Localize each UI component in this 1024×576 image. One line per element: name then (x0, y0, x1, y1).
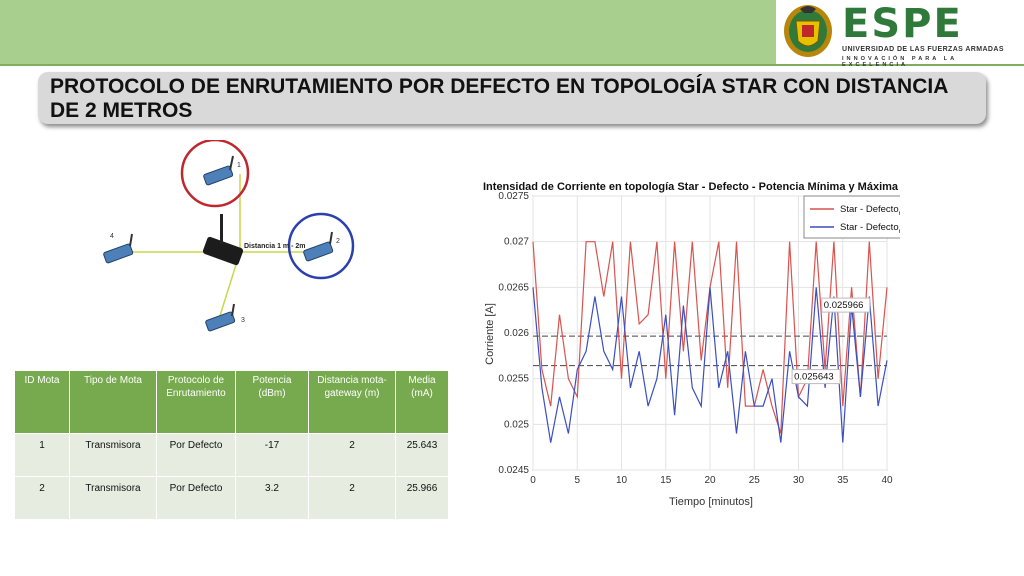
legend-box (803, 195, 900, 239)
x-tick-label: 40 (881, 475, 893, 486)
y-tick-label: 0.0255 (498, 374, 529, 385)
table-cell: 25.966 (395, 476, 449, 520)
highlight-circle-blue (287, 212, 355, 280)
y-tick-label: 0.026 (504, 328, 529, 339)
title-box: PROTOCOLO DE ENRUTAMIENTO POR DEFECTO EN… (38, 72, 986, 124)
table-header: Distancia mota-gateway (m) (308, 370, 396, 434)
table-cell: 1 (14, 433, 70, 477)
annotation-label: 0.025643 (794, 372, 834, 383)
y-tick-label: 0.0245 (498, 465, 529, 476)
espe-logo (776, 0, 1024, 64)
sensor-mote-icon (203, 155, 234, 186)
star-topology-diagram: 1 2 3 4 Distancia 1 m - 2m (103, 140, 355, 332)
distance-label: Distancia 1 m - 2m (244, 243, 305, 250)
x-tick-label: 30 (793, 475, 805, 486)
chart-title: Intensidad de Corriente en topología Sta… (483, 181, 900, 193)
x-tick-label: 35 (837, 475, 849, 486)
table-row: 2 Transmisora Por Defecto 3.2 2 25.966 (14, 476, 449, 520)
x-tick-label: 15 (660, 475, 672, 486)
logo-tagline: INNOVACIÓN PARA LA EXCELENCIA (842, 56, 957, 68)
x-tick-label: 20 (704, 475, 716, 486)
sensor-mote-icon (303, 231, 334, 262)
table-cell: Transmisora (69, 433, 157, 477)
current-chart: Intensidad de Corriente en topología Sta… (483, 181, 900, 508)
node-label: 2 (336, 238, 340, 245)
sensor-mote-icon (205, 303, 236, 332)
table-cell: 25.643 (395, 433, 449, 477)
annotation-label: 0.025966 (824, 300, 864, 311)
table-header: ID Mota (14, 370, 70, 434)
table-cell: 2 (308, 433, 396, 477)
x-axis-label: Tiempo [minutos] (669, 496, 753, 508)
logo-wordmark: ESPE (842, 1, 963, 47)
table-row: 1 Transmisora Por Defecto -17 2 25.643 (14, 433, 449, 477)
university-crest-icon (784, 5, 832, 57)
table-cell: -17 (235, 433, 309, 477)
y-tick-label: 0.0265 (498, 282, 529, 293)
x-tick-label: 0 (530, 475, 536, 486)
table-cell: Por Defecto (156, 433, 236, 477)
y-tick-label: 0.025 (504, 419, 529, 430)
table-cell: 2 (308, 476, 396, 520)
highlight-circle-red (180, 140, 250, 208)
annotation-box (821, 297, 871, 313)
table-cell: 2 (14, 476, 70, 520)
series-line (532, 287, 888, 443)
table-cell: 3.2 (235, 476, 309, 520)
y-axis-label: Corriente [A] (484, 303, 496, 365)
table-header: Tipo de Mota (69, 370, 157, 434)
x-tick-label: 25 (749, 475, 761, 486)
legend-label: Star - Defectomin (840, 222, 900, 235)
motes-table: ID Mota Tipo de Mota Protocolo de Enruta… (14, 370, 449, 520)
node-label: 4 (110, 233, 114, 240)
table-header: Protocolo de Enrutamiento (156, 370, 236, 434)
gateway-router-icon (202, 214, 244, 266)
table-cell: Transmisora (69, 476, 157, 520)
table-cell: Por Defecto (156, 476, 236, 520)
legend-label: Star - Defectomax (840, 204, 900, 217)
table-header: Media (mA) (395, 370, 449, 434)
node-label: 1 (237, 162, 241, 169)
sensor-mote-icon (103, 233, 134, 264)
slide-title: PROTOCOLO DE ENRUTAMIENTO POR DEFECTO EN… (50, 75, 948, 122)
annotation-box (791, 369, 841, 385)
x-tick-label: 10 (616, 475, 628, 486)
logo-subtitle: UNIVERSIDAD DE LAS FUERZAS ARMADAS (842, 46, 1004, 53)
x-tick-label: 5 (574, 475, 580, 486)
table-header-row: ID Mota Tipo de Mota Protocolo de Enruta… (14, 370, 449, 434)
y-tick-label: 0.027 (504, 237, 529, 248)
y-tick-label: 0.0275 (498, 191, 529, 202)
table-header: Potencia (dBm) (235, 370, 309, 434)
node-label: 3 (241, 317, 245, 324)
